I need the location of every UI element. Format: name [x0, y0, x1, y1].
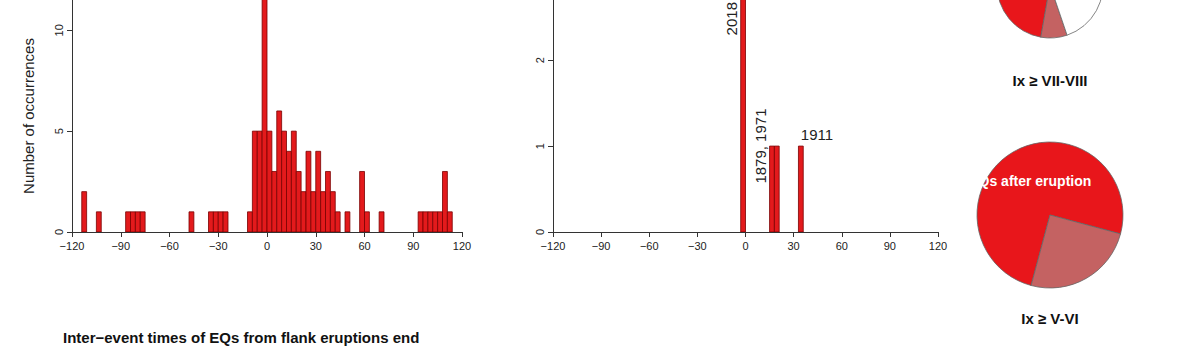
svg-text:−90: −90 [111, 240, 130, 252]
svg-text:30: 30 [788, 240, 800, 252]
svg-text:1911: 1911 [801, 126, 833, 143]
svg-text:90: 90 [884, 240, 896, 252]
svg-text:Ix ≥ VII-VIII: Ix ≥ VII-VIII [1013, 72, 1088, 89]
svg-text:−90: −90 [592, 240, 611, 252]
svg-text:Number of occurrences: Number of occurrences [20, 38, 37, 194]
svg-text:90: 90 [407, 240, 419, 252]
svg-text:0: 0 [53, 229, 65, 235]
svg-text:Inter−event times of EQs from: Inter−event times of EQs from flank erup… [63, 329, 419, 346]
svg-text:1879, 1971: 1879, 1971 [752, 109, 769, 184]
svg-text:2018: 2018 [723, 2, 740, 35]
svg-text:0: 0 [534, 229, 546, 235]
svg-text:−120: −120 [541, 240, 566, 252]
svg-text:120: 120 [453, 240, 471, 252]
svg-text:1: 1 [534, 143, 546, 149]
svg-text:120: 120 [929, 240, 947, 252]
svg-text:−30: −30 [688, 240, 707, 252]
svg-text:30: 30 [310, 240, 322, 252]
svg-text:60: 60 [358, 240, 370, 252]
svg-text:EQs after eruption: EQs after eruption [969, 173, 1091, 189]
svg-text:2: 2 [534, 57, 546, 63]
svg-text:−120: −120 [60, 240, 85, 252]
svg-text:5: 5 [53, 128, 65, 134]
svg-text:10: 10 [53, 24, 65, 36]
svg-text:−60: −60 [640, 240, 659, 252]
svg-text:−30: −30 [209, 240, 228, 252]
svg-text:0: 0 [264, 240, 270, 252]
svg-text:60: 60 [836, 240, 848, 252]
svg-text:0: 0 [742, 240, 748, 252]
svg-text:−60: −60 [160, 240, 179, 252]
svg-text:Ix ≥ V-VI: Ix ≥ V-VI [1021, 310, 1078, 327]
